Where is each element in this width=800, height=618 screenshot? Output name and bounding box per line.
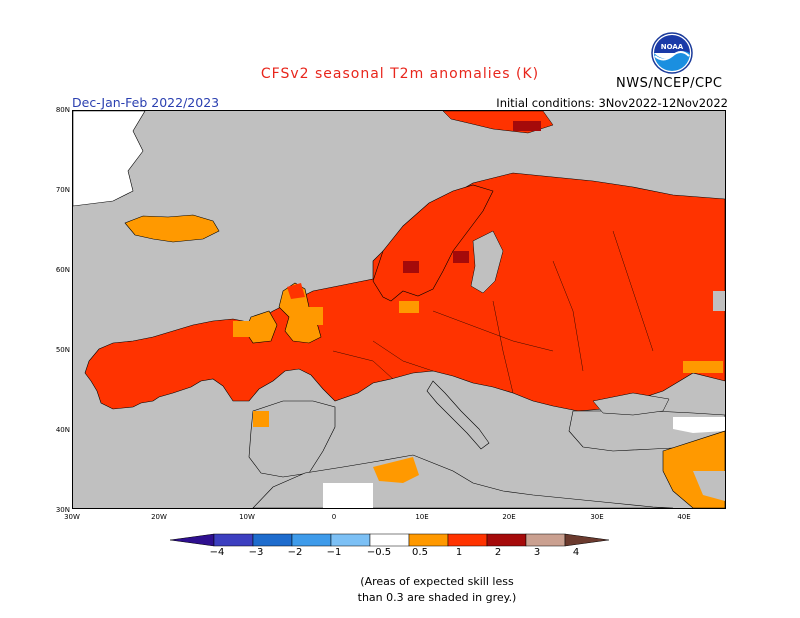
colorbar-segment [408,533,449,547]
skill-footnote: (Areas of expected skill less than 0.3 a… [0,574,800,606]
colorbar-min-arrow [170,533,215,547]
noaa-logo-text: NOAA [661,43,684,51]
colorbar-segment [252,533,293,547]
country-borders [332,230,654,394]
colorbar-segment [486,533,527,547]
anomaly-map [72,110,726,509]
colorbar-label: −0.5 [366,547,392,558]
colorbar-label: 1 [455,547,463,558]
italy-land [426,380,490,450]
great-britain-land [278,282,322,344]
lon-label: 20E [502,513,516,521]
colorbar-segment [369,533,410,547]
colorbar-label: −3 [248,547,264,558]
colorbar-segment [447,533,488,547]
iceland-land [124,214,220,243]
lat-label: 60N [55,266,70,274]
lat-label: 50N [55,346,70,354]
map-canvas [73,111,725,508]
colorbar-label: −2 [287,547,303,558]
colorbar-segment [291,533,332,547]
greenland-land [73,111,146,207]
lat-label: 30N [55,506,70,514]
colorbar-label: 3 [533,547,541,558]
north-africa-land [252,454,674,508]
lon-label: 0 [331,513,337,521]
colorbar-segment [330,533,371,547]
lat-label: 40N [55,426,70,434]
colorbar-label: −4 [209,547,225,558]
lon-label: 30W [64,513,80,521]
lat-label: 80N [55,106,70,114]
iberia-land [248,400,336,478]
europe-land [84,172,725,412]
lon-label: 40E [677,513,691,521]
colorbar-segment [525,533,566,547]
black-sea [592,392,670,416]
colorbar-label: 4 [572,547,580,558]
organization-label: NWS/NCEP/CPC [616,76,723,91]
lon-label: 30E [590,513,604,521]
footnote-line: (Areas of expected skill less [360,575,514,588]
colorbar-label: −1 [326,547,342,558]
colorbar-label: 0.5 [412,547,428,558]
baltic-sea [470,230,504,294]
lat-label: 70N [55,186,70,194]
initial-conditions: Initial conditions: 3Nov2022-12Nov2022 [496,96,728,110]
colorbar-segment [213,533,254,547]
colorbar-max-arrow [564,533,610,547]
lon-label: 10E [415,513,429,521]
footnote-line: than 0.3 are shaded in grey.) [357,591,517,604]
forecast-period: Dec-Jan-Feb 2022/2023 [72,95,220,110]
lon-label: 20W [151,513,167,521]
noaa-logo: NOAA [651,32,693,74]
map-title: CFSv2 seasonal T2m anomalies (K) [260,66,540,82]
colorbar-label: 2 [494,547,502,558]
colorbar [170,533,610,547]
lon-label: 10W [239,513,255,521]
